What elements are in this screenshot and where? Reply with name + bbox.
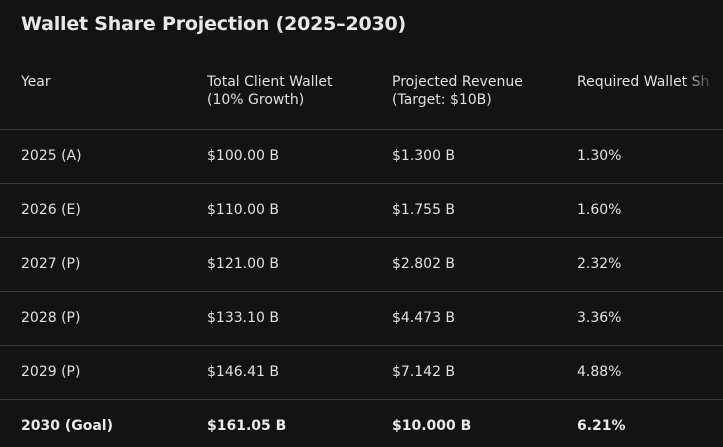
cell-projected-revenue: $1.300 B (392, 129, 577, 184)
header-required-wallet-share: Required Wallet Sh (577, 58, 723, 130)
cell-year: 2029 (P) (0, 345, 207, 400)
header-projected-revenue-line1: Projected Revenue (392, 74, 523, 90)
cell-projected-revenue: $2.802 B (392, 237, 577, 292)
cell-required-wallet-share: 1.60% (577, 183, 723, 238)
cell-projected-revenue: $1.755 B (392, 183, 577, 238)
table-title: Wallet Share Projection (2025–2030) (21, 13, 407, 35)
table-row: 2028 (P) $133.10 B $4.473 B 3.36% (0, 291, 723, 346)
table-row: 2027 (P) $121.00 B $2.802 B 2.32% (0, 237, 723, 292)
header-projected-revenue: Projected Revenue (Target: $10B) (392, 58, 577, 130)
cell-year: 2028 (P) (0, 291, 207, 346)
wallet-share-table: Year Total Client Wallet (10% Growth) Pr… (0, 58, 723, 447)
cell-required-wallet-share: 3.36% (577, 291, 723, 346)
cell-year: 2027 (P) (0, 237, 207, 292)
cell-required-wallet-share: 1.30% (577, 129, 723, 184)
header-projected-revenue-line2: (Target: $10B) (392, 92, 492, 108)
cell-total-client-wallet: $133.10 B (207, 291, 392, 346)
cell-projected-revenue: $7.142 B (392, 345, 577, 400)
cell-total-client-wallet: $110.00 B (207, 183, 392, 238)
header-total-client-wallet: Total Client Wallet (10% Growth) (207, 58, 392, 130)
cell-year: 2030 (Goal) (21, 418, 113, 434)
header-total-client-wallet-line2: (10% Growth) (207, 92, 305, 108)
table-row: 2025 (A) $100.00 B $1.300 B 1.30% (0, 129, 723, 184)
header-year-line1: Year (21, 74, 51, 90)
header-year: Year (0, 58, 207, 130)
header-total-client-wallet-line1: Total Client Wallet (207, 74, 333, 90)
cell-total-client-wallet: $100.00 B (207, 129, 392, 184)
table-row-goal: 2030 (Goal) $161.05 B $10.000 B 6.21% (0, 399, 723, 447)
table-scroll-container[interactable]: Year Total Client Wallet (10% Growth) Pr… (0, 58, 723, 447)
cell-required-wallet-share: 4.88% (577, 345, 723, 400)
cell-total-client-wallet: $161.05 B (207, 418, 287, 434)
cell-total-client-wallet: $121.00 B (207, 237, 392, 292)
cell-required-wallet-share: 6.21% (577, 418, 626, 434)
cell-year: 2026 (E) (0, 183, 207, 238)
cell-total-client-wallet: $146.41 B (207, 345, 392, 400)
table-row: 2029 (P) $146.41 B $7.142 B 4.88% (0, 345, 723, 400)
cell-required-wallet-share: 2.32% (577, 237, 723, 292)
table-header-row: Year Total Client Wallet (10% Growth) Pr… (0, 58, 723, 130)
cell-projected-revenue: $4.473 B (392, 291, 577, 346)
table-row: 2026 (E) $110.00 B $1.755 B 1.60% (0, 183, 723, 238)
header-required-wallet-share-line1: Required Wallet Sh (577, 74, 710, 90)
cell-year: 2025 (A) (0, 129, 207, 184)
cell-projected-revenue: $10.000 B (392, 418, 472, 434)
